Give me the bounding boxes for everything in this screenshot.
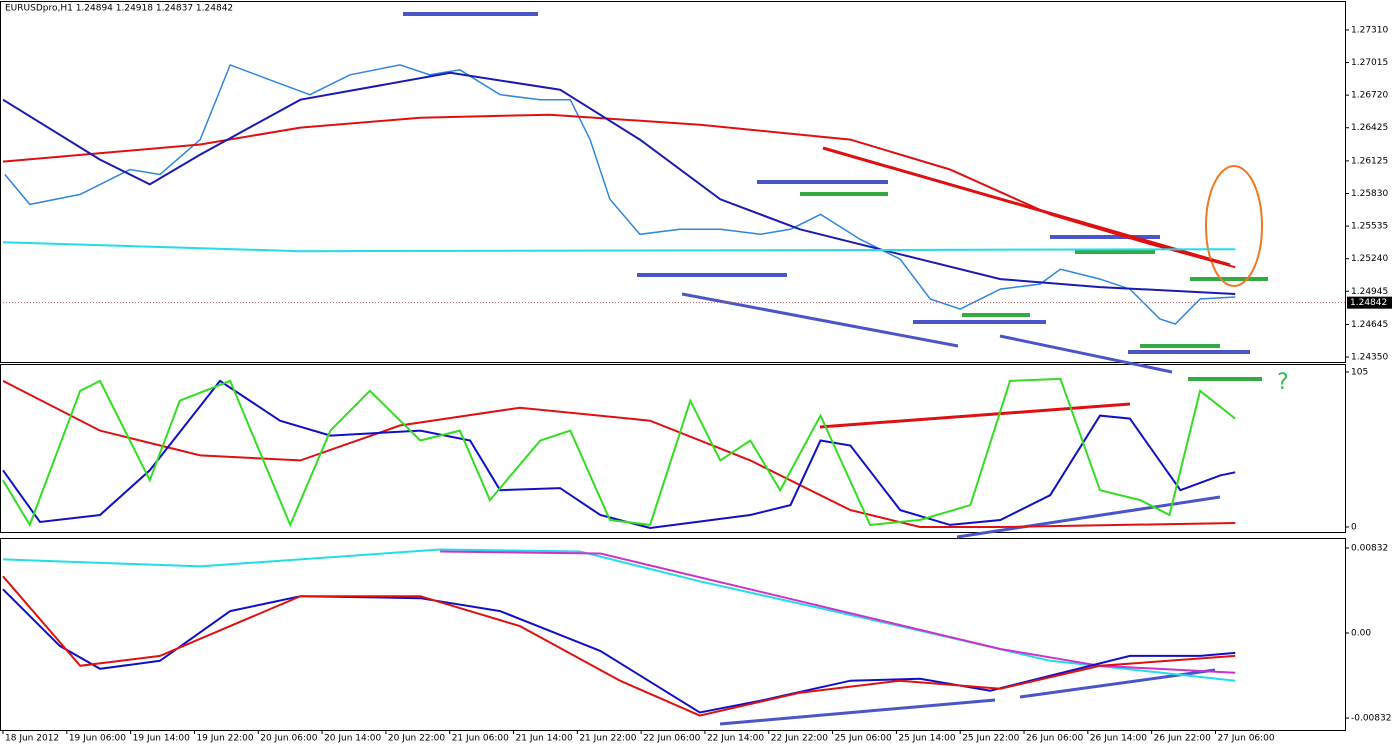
trend-line [822, 146, 1231, 267]
x-tick-label: 25 Jun 06:00 [835, 734, 892, 744]
x-tick-label: 26 Jun 06:00 [1026, 734, 1083, 744]
x-tick-label: 21 Jun 06:00 [452, 734, 509, 744]
y-tick-label: 1.27015 [1351, 58, 1388, 68]
series-line [2, 71, 1236, 295]
series-line [2, 379, 1236, 530]
x-tick-label: 20 Jun 22:00 [388, 734, 445, 744]
series-line [2, 548, 1236, 682]
y-tick-label: 1.26720 [1351, 91, 1388, 101]
trend-line [999, 334, 1173, 374]
y-tick-label: 0 [1351, 522, 1357, 532]
panel-frames [0, 1, 1346, 731]
y-tick-label: 1.25240 [1351, 254, 1388, 264]
last-price-label: 1.24842 [1350, 298, 1387, 308]
x-tick-label: 22 Jun 06:00 [643, 734, 700, 744]
x-tick-label: 20 Jun 14:00 [324, 734, 381, 744]
frame [0, 1, 1346, 363]
x-tick-label: 18 Jun 2012 [5, 734, 59, 744]
highlight-ellipse [1205, 165, 1263, 287]
series-line [4, 63, 1236, 325]
x-tick-label: 22 Jun 22:00 [771, 734, 828, 744]
y-tick-label: 1.24945 [1351, 287, 1388, 297]
series-line [2, 241, 1236, 253]
x-tick-label: 19 Jun 06:00 [69, 734, 126, 744]
x-tick-label: 19 Jun 14:00 [133, 734, 190, 744]
series-line [2, 380, 1236, 528]
y-tick-label: 0.00832 [1351, 543, 1388, 553]
x-tick-label: 27 Jun 06:00 [1217, 734, 1274, 744]
series-line [2, 377, 1236, 528]
y-tick-label: 1.27310 [1351, 25, 1388, 35]
series-line [2, 588, 1236, 714]
x-tick-label: 21 Jun 22:00 [579, 734, 636, 744]
y-tick-label: 1.24645 [1351, 320, 1388, 330]
y-tick-label: 1.24350 [1351, 353, 1388, 363]
y-tick-label: -0.00832 [1351, 714, 1391, 724]
annotation-text: ? [1277, 370, 1289, 395]
x-tick-label: 26 Jun 22:00 [1154, 734, 1211, 744]
series-line [2, 575, 1236, 717]
y-tick-label: 1.26125 [1351, 156, 1388, 166]
y-tick-label: 1.25535 [1351, 222, 1388, 232]
y-tick-label: 105 [1351, 367, 1368, 377]
frame [0, 364, 1346, 533]
y-tick-label: 1.26425 [1351, 123, 1388, 133]
x-tick-label: 20 Jun 06:00 [260, 734, 317, 744]
y-tick-label: 0.00 [1351, 629, 1371, 639]
last-price-box [1347, 296, 1392, 309]
series-line [2, 113, 1236, 269]
trend-line [681, 292, 959, 348]
frame [0, 538, 1346, 731]
trend-line [819, 402, 1131, 429]
x-tick-label: 21 Jun 14:00 [516, 734, 573, 744]
x-tick-label: 22 Jun 14:00 [707, 734, 764, 744]
y-tick-label: 1.25830 [1351, 189, 1388, 199]
x-tick-label: 25 Jun 14:00 [898, 734, 955, 744]
x-tick-label: 26 Jun 14:00 [1090, 734, 1147, 744]
trend-line [956, 495, 1221, 539]
chart-title: EURUSDpro,H1 1.24894 1.24918 1.24837 1.2… [5, 4, 233, 14]
trend-line [719, 698, 996, 726]
series-line [440, 550, 1236, 674]
x-tick-label: 25 Jun 22:00 [962, 734, 1019, 744]
x-tick-label: 19 Jun 22:00 [196, 734, 253, 744]
